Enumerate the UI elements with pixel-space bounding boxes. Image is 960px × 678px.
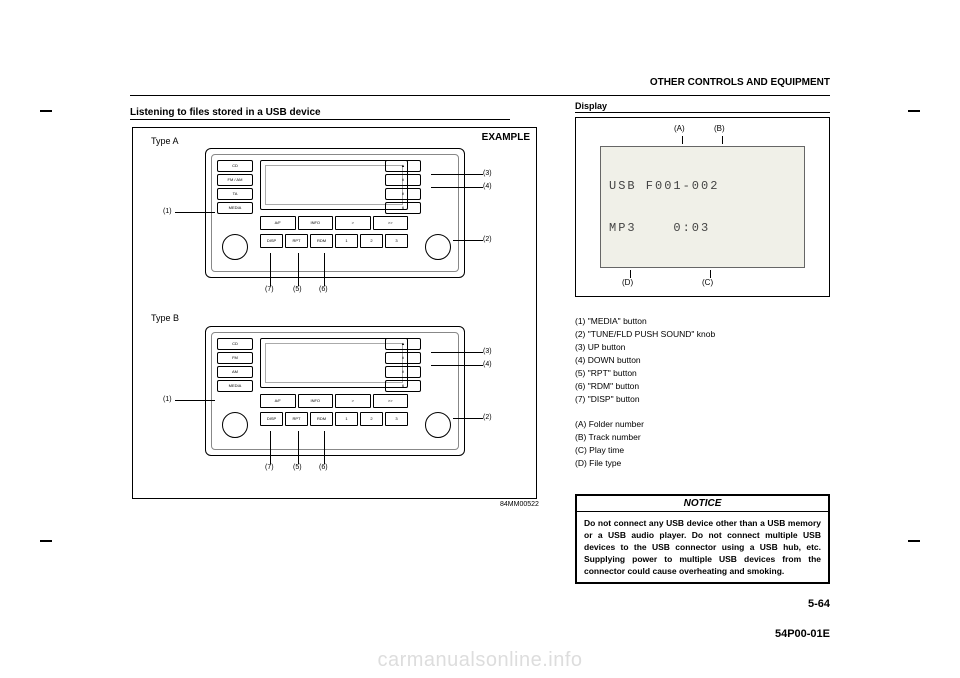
crop-mark <box>40 540 52 542</box>
display-title: Display <box>575 101 830 113</box>
legend-item: (A) Folder number <box>575 418 830 431</box>
page-number: 5-64 <box>808 598 830 610</box>
legend-display: (A) Folder number (B) Track number (C) P… <box>575 418 830 470</box>
radio-preset: >> <box>373 394 409 408</box>
callout-3: (3) <box>483 170 492 177</box>
type-a-label: Type A <box>151 136 179 146</box>
header-rule <box>130 95 830 96</box>
radio-preset: RPT <box>285 234 308 248</box>
legend-item: (5) "RPT" button <box>575 367 830 380</box>
volume-knob <box>222 412 248 438</box>
legend-item: (B) Track number <box>575 431 830 444</box>
legend-item: (7) "DISP" button <box>575 393 830 406</box>
legend-item: (1) "MEDIA" button <box>575 315 830 328</box>
example-label: EXAMPLE <box>482 132 530 143</box>
legend-item: (4) DOWN button <box>575 354 830 367</box>
radio-button: 6 <box>385 380 421 392</box>
tune-knob <box>425 234 451 260</box>
callout-5: (5) <box>293 464 302 471</box>
right-column: Display (A) (B) USB F001-002 MP3 0:03 (D… <box>575 101 830 584</box>
display-label-d: (D) <box>622 278 633 287</box>
tune-knob <box>425 412 451 438</box>
radio-preset: 1 <box>335 234 358 248</box>
radio-preset: > <box>335 394 371 408</box>
radio-preset: 1 <box>335 412 358 426</box>
callout-7: (7) <box>265 464 274 471</box>
crop-mark <box>908 110 920 112</box>
radio-preset: 3 <box>385 234 408 248</box>
radio-preset: 2 <box>360 412 383 426</box>
crop-mark <box>908 540 920 542</box>
callout-2: (2) <box>483 236 492 243</box>
radio-preset: DISP <box>260 234 283 248</box>
callout-1: (1) <box>163 396 172 403</box>
radio-preset: RPT <box>285 412 308 426</box>
radio-button: ▲ <box>385 160 421 172</box>
lcd-line1: USB F001-002 <box>609 179 796 193</box>
callout-2: (2) <box>483 414 492 421</box>
radio-button: 6 <box>385 202 421 214</box>
radio-button: CD <box>217 338 253 350</box>
radio-unit-type-b: CD FM AM MEDIA ▲ ∧ ∨ 6 A/F INFO > >> DIS… <box>205 326 465 456</box>
notice-box: NOTICE Do not connect any USB device oth… <box>575 494 830 584</box>
radio-preset: A/F <box>260 216 296 230</box>
radio-preset: > <box>335 216 371 230</box>
radio-button: ∧ <box>385 174 421 186</box>
diagram-box: EXAMPLE Type A Type B CD FM / AM TA MEDI… <box>132 127 537 499</box>
radio-preset: 2 <box>360 234 383 248</box>
radio-preset: INFO <box>298 216 334 230</box>
radio-preset: DISP <box>260 412 283 426</box>
volume-knob <box>222 234 248 260</box>
radio-button: ∨ <box>385 188 421 200</box>
radio-button: MEDIA <box>217 202 253 214</box>
notice-title: NOTICE <box>577 496 828 512</box>
callout-4: (4) <box>483 183 492 190</box>
display-box: (A) (B) USB F001-002 MP3 0:03 (D) (C) <box>575 117 830 297</box>
radio-button: FM / AM <box>217 174 253 186</box>
radio-button: ∨ <box>385 366 421 378</box>
type-b-label: Type B <box>151 313 179 323</box>
radio-button: TA <box>217 188 253 200</box>
radio-button: MEDIA <box>217 380 253 392</box>
legend-item: (D) File type <box>575 457 830 470</box>
radio-preset: RDM <box>310 412 333 426</box>
notice-body: Do not connect any USB device other than… <box>577 512 828 582</box>
callout-6: (6) <box>319 286 328 293</box>
radio-preset: >> <box>373 216 409 230</box>
radio-button: CD <box>217 160 253 172</box>
radio-preset: RDM <box>310 234 333 248</box>
display-label-b: (B) <box>714 124 725 133</box>
display-label-c: (C) <box>702 278 713 287</box>
watermark: carmanualsonline.info <box>0 649 960 672</box>
legend-item: (6) "RDM" button <box>575 380 830 393</box>
legend-item: (C) Play time <box>575 444 830 457</box>
callout-3: (3) <box>483 348 492 355</box>
section-title: Listening to files stored in a USB devic… <box>130 107 510 120</box>
display-label-a: (A) <box>674 124 685 133</box>
radio-preset: INFO <box>298 394 334 408</box>
legend-item: (3) UP button <box>575 341 830 354</box>
radio-button: AM <box>217 366 253 378</box>
page-header: OTHER CONTROLS AND EQUIPMENT <box>650 77 830 88</box>
lcd-display: USB F001-002 MP3 0:03 <box>600 146 805 268</box>
radio-preset: A/F <box>260 394 296 408</box>
callout-7: (7) <box>265 286 274 293</box>
page-content: OTHER CONTROLS AND EQUIPMENT Listening t… <box>130 95 830 595</box>
radio-button: ▲ <box>385 338 421 350</box>
callout-4: (4) <box>483 361 492 368</box>
radio-button: FM <box>217 352 253 364</box>
callout-6: (6) <box>319 464 328 471</box>
radio-preset: 3 <box>385 412 408 426</box>
legend-item: (2) "TUNE/FLD PUSH SOUND" knob <box>575 328 830 341</box>
radio-button: ∧ <box>385 352 421 364</box>
callout-1: (1) <box>163 208 172 215</box>
lcd-line2: MP3 0:03 <box>609 221 796 235</box>
doc-code: 54P00-01E <box>775 628 830 640</box>
legend-controls: (1) "MEDIA" button (2) "TUNE/FLD PUSH SO… <box>575 315 830 406</box>
crop-mark <box>40 110 52 112</box>
radio-unit-type-a: CD FM / AM TA MEDIA ▲ ∧ ∨ 6 A/F INFO > >… <box>205 148 465 278</box>
callout-5: (5) <box>293 286 302 293</box>
